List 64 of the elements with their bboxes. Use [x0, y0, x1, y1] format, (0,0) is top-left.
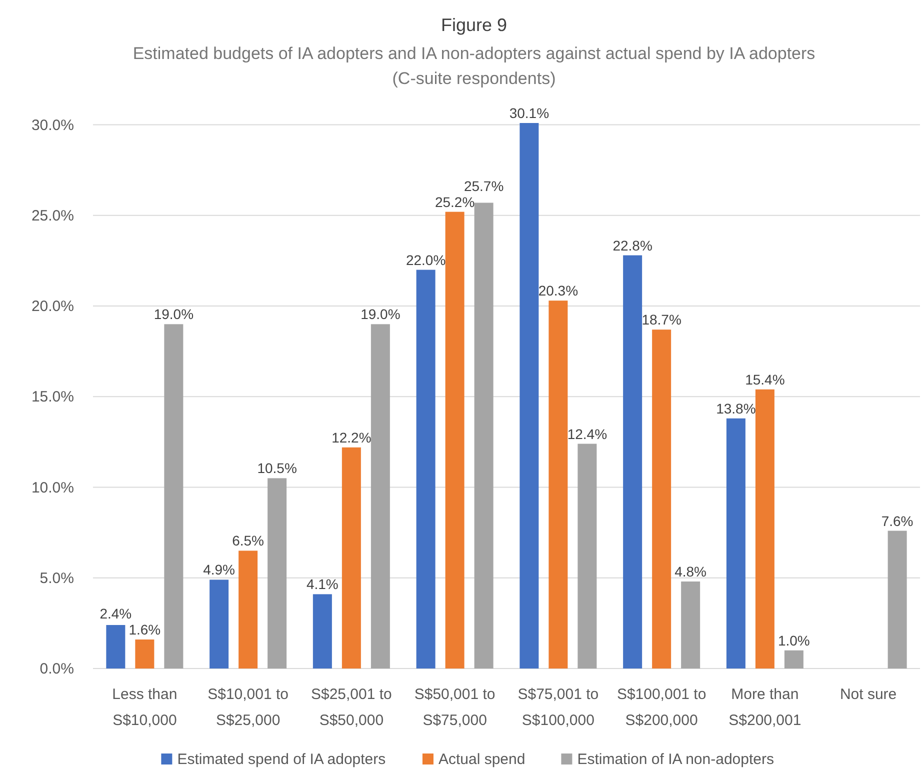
- data-label: 18.7%: [642, 312, 682, 328]
- bar: [520, 123, 539, 668]
- y-tick-label: 25.0%: [31, 207, 74, 224]
- x-tick-label: S$100,001 to S$200,000: [616, 686, 706, 729]
- x-tick-label: S$75,001 to S$100,000: [518, 686, 599, 729]
- data-label: 30.1%: [509, 105, 550, 121]
- y-tick-label: 20.0%: [31, 298, 74, 316]
- bar: [755, 389, 774, 668]
- data-label: 15.4%: [745, 371, 785, 388]
- bar: [135, 640, 154, 668]
- bar: [370, 324, 390, 668]
- data-label: 10.5%: [257, 460, 297, 476]
- bar: [652, 330, 672, 668]
- data-label: 7.6%: [881, 512, 914, 529]
- y-tick-label: 0.0%: [40, 660, 74, 678]
- x-tick-label: More than S$200,001: [728, 686, 802, 729]
- data-label: 4.8%: [674, 564, 707, 580]
- data-label: 22.8%: [612, 237, 652, 254]
- x-tick-label: S$10,001 to S$25,000: [208, 686, 289, 729]
- y-tick-label: 10.0%: [31, 479, 74, 496]
- data-label: 25.2%: [434, 194, 475, 210]
- bar: [342, 447, 361, 668]
- data-label: 25.7%: [464, 178, 504, 194]
- data-label: 2.4%: [100, 606, 132, 622]
- bar: [784, 650, 804, 668]
- bar: [268, 478, 287, 668]
- data-label: 1.0%: [778, 632, 810, 648]
- legend-label: Actual spend: [438, 751, 526, 768]
- legend-label: Estimation of IA non-adopters: [577, 751, 774, 768]
- bar: [474, 202, 494, 668]
- data-label: 12.2%: [332, 429, 372, 446]
- data-label: 4.9%: [203, 562, 236, 578]
- chart-title: Figure 9: [440, 15, 508, 35]
- data-label: 1.6%: [128, 622, 161, 638]
- data-label: 4.1%: [306, 576, 338, 592]
- bar: [416, 270, 436, 668]
- y-tick-label: 5.0%: [40, 570, 74, 587]
- bar: [106, 625, 126, 668]
- bar: [888, 530, 907, 668]
- bar: [726, 418, 746, 668]
- data-label: 6.5%: [232, 532, 264, 549]
- y-tick-label: 30.0%: [31, 116, 74, 134]
- data-label: 19.0%: [154, 306, 194, 322]
- bar: [164, 324, 184, 668]
- y-tick-label: 15.0%: [31, 388, 74, 406]
- data-label: 22.0%: [406, 252, 446, 268]
- bar: [238, 550, 258, 668]
- data-label: 19.0%: [360, 306, 400, 322]
- bar: [681, 582, 700, 668]
- data-label: 12.4%: [567, 426, 608, 442]
- bar: [312, 594, 332, 668]
- bar: [578, 444, 597, 668]
- bar: [548, 300, 568, 668]
- bar: [623, 255, 642, 668]
- x-tick-label: Not sure: [840, 686, 897, 703]
- bar: [210, 580, 229, 668]
- legend-label: Estimated spend of IA adopters: [177, 751, 386, 768]
- chart-subtitle: Estimated budgets of IA adopters and IA non-adopters against actual spend by IA adopters (C-suite respondents): [132, 44, 816, 88]
- x-tick-label: Less than S$10,000: [112, 686, 178, 729]
- x-tick-label: S$50,001 to S$75,000: [414, 686, 496, 729]
- data-label: 13.8%: [716, 400, 756, 416]
- x-tick-label: S$25,001 to S$50,000: [310, 686, 392, 729]
- data-label: 20.3%: [538, 282, 578, 299]
- bar: [445, 212, 464, 668]
